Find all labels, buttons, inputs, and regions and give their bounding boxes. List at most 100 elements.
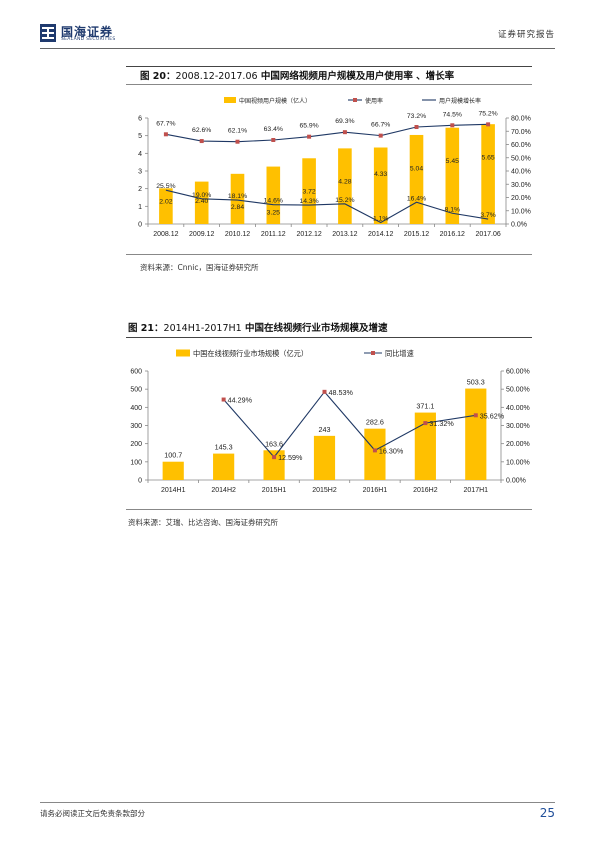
y-tick-label-left: 3 [138,169,142,176]
usage-rate-label: 62.6% [192,127,211,134]
line-marker [378,133,383,138]
y-tick-label-right: 60.00% [506,369,530,376]
line-marker [423,421,428,426]
x-tick-label: 2015.12 [404,231,429,238]
series-line [223,390,476,458]
bar [302,158,316,224]
growth-rate-label: 15.2% [335,197,354,204]
usage-rate-label: 63.4% [264,126,283,133]
chart-video-users: 01234560.0%10.0%20.0%30.0%40.0%50.0%60.0… [138,97,531,238]
legend-swatch-marker [353,98,357,102]
line-marker [322,389,327,394]
x-tick-label: 2008.12 [153,231,178,238]
bar [409,134,424,224]
y-tick-label-left: 300 [130,423,142,430]
y-tick-label-left: 6 [138,116,142,123]
bar-value-label: 2.40 [195,198,208,205]
figure-21-label: 图 21： [128,323,164,334]
y-tick-label-left: 4 [138,151,142,158]
figure-top-rule [126,66,532,67]
bar-value-label: 4.33 [374,171,387,178]
bar-value-label: 503.3 [467,378,485,387]
figure-20-source: 资料来源：Cnnic，国海证券研究所 [140,263,259,272]
y-tick-label-right: 30.0% [511,182,531,189]
bar [445,127,460,224]
y-tick-label-left: 0 [138,478,142,485]
x-tick-label: 2010.12 [225,231,250,238]
legend-label: 同比增速 [385,349,414,358]
series-line [165,189,489,224]
bar [338,148,352,224]
company-logo: 国海证券 SEALAND SECURITIES [40,22,180,46]
report-type: 证券研究报告 [497,30,555,40]
bar [313,435,336,480]
bar [230,173,245,224]
bar [263,450,285,480]
line-marker [199,139,204,144]
figure-title-rule [126,337,532,338]
growth-rate-label: 3.7% [480,212,496,219]
y-tick-label-left: 500 [130,387,142,394]
growth-rate-label: 14.6% [264,198,283,205]
y-tick-label-right: 60.0% [511,142,531,149]
y-tick-label-right: 50.0% [511,155,531,162]
x-tick-label: 2016H1 [363,487,388,494]
y-tick-label-right: 80.0% [511,116,531,123]
bar [364,428,386,480]
bar-value-label: 5.45 [446,158,459,165]
bar [373,147,388,224]
line-marker [372,448,377,453]
figure-21-source: 资料来源：艾瑞、比达咨询、国海证券研究所 [128,518,278,527]
x-tick-label: 2016H2 [413,487,438,494]
figure-21-title: 图 21：2014H1-2017H1 中国在线视频行业市场规模及增速 [128,320,388,334]
bar-value-label: 5.65 [481,155,494,162]
bar-value-label: 371.1 [416,402,434,411]
x-tick-label: 2016.12 [440,231,465,238]
bar [162,461,184,480]
growth-rate-label: 35.62% [480,411,505,420]
growth-rate-label: 16.30% [379,446,404,455]
x-tick-label: 2009.12 [189,231,214,238]
bar-value-label: 2.02 [159,198,172,205]
bar [481,124,495,224]
bar-value-label: 4.28 [338,179,351,186]
y-tick-label-right: 0.00% [506,478,526,485]
bar [159,188,173,224]
bar-value-label: 5.04 [410,165,423,172]
y-tick-label-right: 50.00% [506,387,530,394]
growth-rate-label: 8.1% [445,206,461,213]
y-tick-label-right: 20.0% [511,195,531,202]
legend-swatch-marker [371,351,375,355]
y-tick-label-left: 0 [138,222,142,229]
line-marker [473,413,478,418]
logo-emblem-icon [40,24,56,42]
y-tick-label-right: 10.0% [511,208,531,215]
usage-rate-label: 75.2% [478,110,497,117]
y-tick-label-right: 10.00% [506,459,530,466]
bar-value-label: 2.84 [231,204,244,211]
legend-swatch-bar [176,349,190,357]
legend-label: 用户规模增长率 [439,97,481,105]
growth-rate-label: 48.53% [329,388,354,397]
y-tick-label-left: 200 [130,441,142,448]
figure-20-caption: 中国网络视频用户规模及用户使用率 、增长率 [260,71,455,82]
line-marker [272,455,277,460]
bar-value-label: 3.25 [267,209,280,216]
usage-rate-label: 66.7% [371,122,390,129]
growth-rate-label: 16.4% [407,195,426,202]
x-tick-label: 2015H1 [262,487,287,494]
x-tick-label: 2015H2 [312,487,337,494]
legend-swatch-bar [224,97,236,103]
growth-rate-label: 19.0% [192,192,211,199]
bar [266,166,281,224]
usage-rate-label: 67.7% [156,120,175,127]
y-tick-label-right: 0.0% [511,222,527,229]
line-marker [221,397,226,402]
y-tick-label-right: 70.0% [511,129,531,136]
line-marker [235,139,240,144]
series-line [165,123,489,143]
growth-rate-label: 1.1% [373,216,389,223]
line-marker [163,132,168,137]
y-tick-label-left: 600 [130,369,142,376]
growth-rate-label: 31.32% [429,419,454,428]
